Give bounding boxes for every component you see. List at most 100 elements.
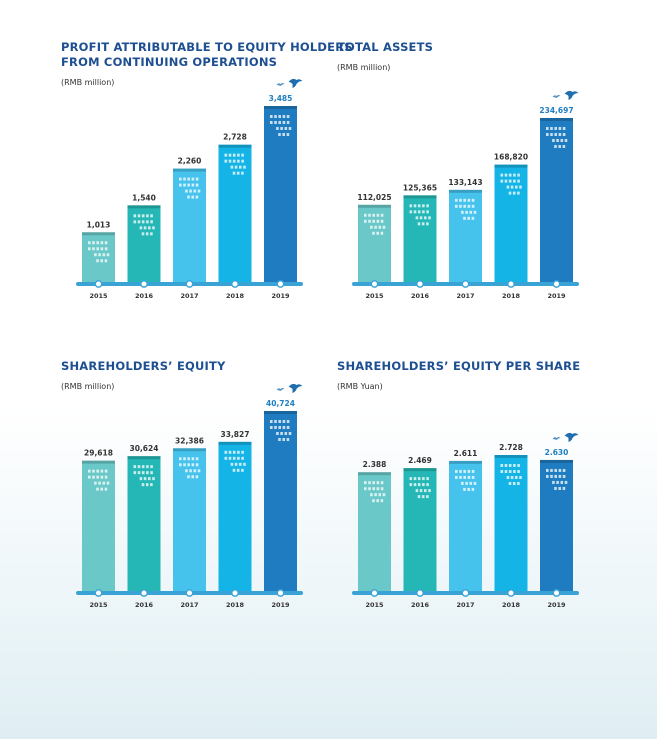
window-grid-icon xyxy=(133,214,155,236)
bar xyxy=(218,144,252,284)
bar-2018 xyxy=(494,164,528,284)
value-label: 168,820 xyxy=(494,153,528,162)
bar-roof xyxy=(403,195,437,199)
chart-unit: (RMB Yuan) xyxy=(337,382,383,391)
window-grid-icon xyxy=(364,481,386,503)
value-label: 2.469 xyxy=(408,456,432,465)
timeline-dot xyxy=(370,589,379,597)
year-label: 2016 xyxy=(411,292,430,300)
bird-icon xyxy=(276,78,303,88)
bar-roof xyxy=(218,144,252,148)
value-label: 125,365 xyxy=(403,183,437,192)
chart-unit: (RMB million) xyxy=(61,382,115,391)
bar-2018 xyxy=(218,144,252,284)
bar-roof xyxy=(264,106,297,109)
bar-2018 xyxy=(218,441,252,593)
window-grid-icon xyxy=(364,213,386,235)
bar xyxy=(264,411,297,593)
window-grid-icon xyxy=(270,115,292,136)
bar xyxy=(218,441,252,593)
year-label: 2018 xyxy=(502,292,521,300)
year-label: 2017 xyxy=(180,292,198,300)
window-grid-icon xyxy=(270,420,292,441)
bar-roof xyxy=(494,164,528,168)
bar-2016 xyxy=(127,205,161,284)
window-grid-icon xyxy=(546,468,568,490)
year-label: 2018 xyxy=(502,601,521,609)
bar-roof xyxy=(540,118,573,121)
timeline-dot xyxy=(140,589,148,597)
timeline-dot xyxy=(461,280,470,288)
bar-roof xyxy=(127,205,161,209)
chart-title: SHAREHOLDERS’ EQUITY xyxy=(61,359,226,373)
bar-roof xyxy=(173,448,206,452)
bar-2015 xyxy=(358,472,391,593)
window-grid-icon xyxy=(500,464,522,485)
bar-roof xyxy=(494,455,528,458)
bar-roof xyxy=(403,468,437,472)
year-label: 2015 xyxy=(89,292,108,300)
bar-roof xyxy=(264,411,297,414)
timeline-dot xyxy=(507,589,515,597)
bar-roof xyxy=(540,459,573,463)
window-grid-icon xyxy=(179,177,201,199)
window-grid-icon xyxy=(455,198,477,220)
bar xyxy=(403,195,437,284)
value-label: 40,724 xyxy=(266,399,295,408)
year-label: 2019 xyxy=(271,292,290,300)
timeline-dot xyxy=(276,280,285,288)
bar-2017 xyxy=(449,460,482,593)
bar xyxy=(494,164,528,284)
chart-unit: (RMB million) xyxy=(61,78,115,87)
timeline-dot xyxy=(94,589,103,597)
timeline-dot xyxy=(507,280,515,288)
timeline-dot xyxy=(370,280,379,288)
bar-2019 xyxy=(264,106,297,284)
window-grid-icon xyxy=(179,457,201,479)
window-grid-icon xyxy=(88,469,110,491)
value-label: 2.728 xyxy=(499,443,523,452)
bird-icon xyxy=(276,383,303,393)
bar xyxy=(540,459,573,593)
timeline-dot xyxy=(552,589,561,597)
year-label: 2017 xyxy=(180,601,198,609)
bar-roof xyxy=(449,189,482,193)
bar xyxy=(82,232,115,284)
bar xyxy=(173,168,206,284)
chart-title: SHAREHOLDERS’ EQUITY PER SHARE xyxy=(337,359,581,373)
timeline-dot xyxy=(185,280,194,288)
year-label: 2019 xyxy=(547,292,566,300)
bar-2019 xyxy=(540,118,573,284)
timeline-dot xyxy=(416,280,424,288)
bar-2016 xyxy=(403,195,437,284)
bar xyxy=(127,205,161,284)
bird-icon xyxy=(552,90,579,100)
window-grid-icon xyxy=(133,465,155,487)
year-label: 2016 xyxy=(135,292,154,300)
bar xyxy=(264,106,297,284)
bar-roof xyxy=(82,232,115,236)
bar-chart-shareholders-equity: 29,618 2015 30,624 2016 32,386 2017 33,827 2018… xyxy=(76,383,303,609)
timeline-dot xyxy=(231,280,239,288)
window-grid-icon xyxy=(224,153,246,175)
timeline-dot xyxy=(231,589,239,597)
bar-roof xyxy=(449,460,482,464)
bar-2019 xyxy=(540,459,573,593)
year-label: 2015 xyxy=(365,601,384,609)
bird-icon xyxy=(552,432,579,442)
value-label: 2.388 xyxy=(363,460,387,469)
bar-roof xyxy=(173,168,206,172)
bar xyxy=(173,448,206,593)
chart-title: PROFIT ATTRIBUTABLE TO EQUITY HOLDERS FR… xyxy=(61,40,353,69)
bar-roof xyxy=(82,460,115,464)
value-label: 1,013 xyxy=(87,220,111,229)
bar-chart-profit: 1,013 2015 1,540 2016 2,260 2017 2,728 2018 3,48… xyxy=(76,78,303,300)
bar-roof xyxy=(127,456,161,460)
bar xyxy=(449,460,482,593)
value-label: 2,728 xyxy=(223,133,247,142)
timeline-dot xyxy=(461,589,470,597)
bar-roof xyxy=(358,204,391,208)
bar-roof xyxy=(218,441,252,445)
value-label: 30,624 xyxy=(130,444,159,453)
window-grid-icon xyxy=(500,173,522,195)
